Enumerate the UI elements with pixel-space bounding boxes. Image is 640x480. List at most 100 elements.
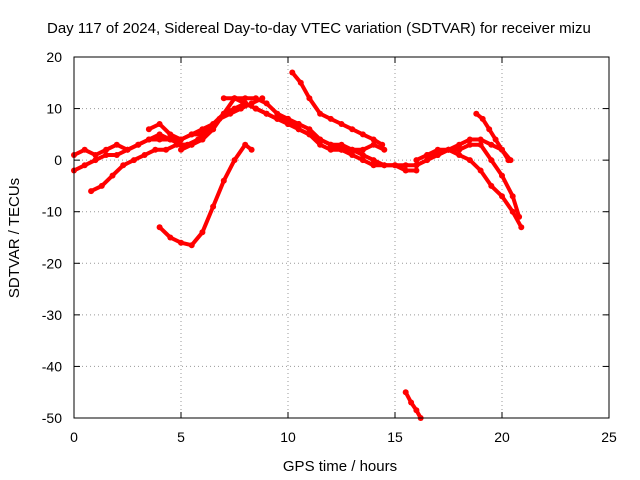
data-point [167, 234, 174, 241]
data-point [327, 146, 334, 153]
data-point [231, 157, 238, 164]
data-point [252, 95, 259, 102]
data-point [370, 136, 377, 143]
data-point [499, 146, 505, 153]
data-point [424, 152, 431, 158]
data-point [381, 146, 388, 153]
data-point [359, 131, 366, 138]
data-point [456, 152, 463, 158]
data-point [479, 115, 486, 122]
data-point [392, 162, 398, 169]
data-point [98, 182, 105, 189]
data-point [295, 121, 302, 127]
chart-title: Day 117 of 2024, Sidereal Day-to-day VTE… [47, 20, 591, 37]
data-point [220, 95, 227, 102]
series-arc-9 [285, 121, 388, 153]
data-point [289, 69, 296, 76]
data-point [488, 182, 495, 189]
data-point [167, 136, 174, 143]
data-point [103, 152, 110, 158]
data-point [370, 141, 377, 148]
x-tick-label: 25 [601, 429, 617, 445]
data-point [231, 105, 238, 112]
data-point [141, 152, 148, 158]
data-point [285, 121, 291, 127]
data-point [145, 136, 152, 143]
data-point [434, 152, 441, 158]
data-point [92, 157, 99, 164]
data-point [263, 100, 270, 107]
data-point [156, 121, 163, 127]
data-point [92, 152, 99, 158]
data-point [456, 141, 463, 148]
data-point [178, 239, 184, 246]
data-point [156, 136, 163, 143]
data-point [477, 136, 484, 143]
data-point [231, 95, 238, 102]
data-point [113, 141, 120, 148]
data-point [317, 110, 324, 117]
data-point [518, 224, 525, 231]
data-point [402, 162, 409, 169]
x-tick-label: 15 [387, 429, 403, 445]
series-arc-5 [156, 141, 255, 249]
data-point [359, 152, 366, 158]
data-point [220, 177, 227, 184]
data-point [473, 110, 480, 117]
series-line [403, 390, 423, 420]
series-arc-14 [473, 110, 512, 164]
data-point [248, 146, 255, 153]
data-point [145, 126, 152, 133]
y-tick-label: 10 [46, 101, 62, 117]
data-point [477, 167, 484, 174]
series-line [414, 137, 513, 168]
series-arc-13 [424, 141, 523, 220]
x-tick-label: 5 [177, 429, 185, 445]
data-point [413, 157, 420, 164]
data-point [242, 100, 249, 107]
data-point [188, 242, 195, 249]
y-tick-label: -50 [42, 410, 62, 426]
data-point [381, 162, 388, 169]
data-point [295, 126, 302, 133]
data-point [220, 110, 227, 117]
data-point [135, 141, 142, 148]
y-tick-label: -10 [42, 204, 62, 220]
data-point [434, 146, 441, 153]
series-line [425, 142, 522, 219]
data-point [242, 95, 249, 102]
data-point [109, 172, 116, 179]
data-point [156, 224, 163, 231]
data-point [88, 188, 95, 195]
data-point [124, 146, 131, 153]
x-tick-label: 10 [280, 429, 296, 445]
data-point [173, 141, 180, 148]
y-tick-label: 20 [46, 49, 62, 65]
data-point [317, 136, 324, 143]
data-point [156, 131, 163, 138]
data-point [359, 157, 366, 164]
data-point [152, 146, 159, 153]
data-point [509, 193, 516, 200]
data-point [81, 146, 88, 153]
data-point [274, 115, 281, 122]
data-point [317, 141, 324, 148]
y-tick-label: 0 [54, 152, 62, 168]
data-point [456, 146, 463, 153]
data-point [274, 110, 281, 117]
data-point [163, 146, 169, 153]
data-point [466, 141, 473, 148]
data-point [424, 157, 431, 164]
data-point [120, 162, 127, 169]
y-tick-label: -40 [42, 358, 62, 374]
data-point [488, 157, 495, 164]
data-point [210, 126, 217, 133]
x-axis-label: GPS time / hours [283, 458, 397, 475]
data-point [130, 157, 137, 164]
data-point [509, 208, 516, 215]
plot-frame [73, 56, 610, 419]
data-point [178, 146, 184, 153]
series-line [290, 70, 385, 147]
